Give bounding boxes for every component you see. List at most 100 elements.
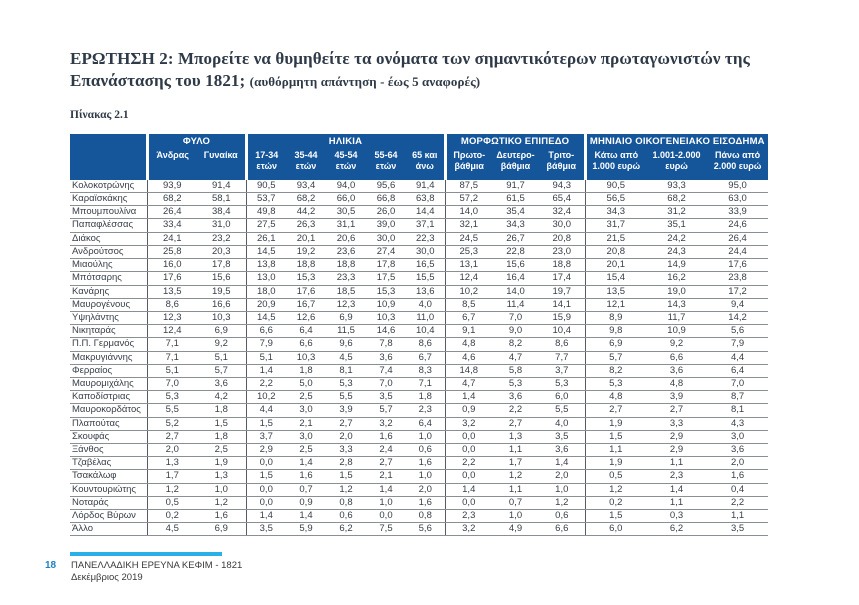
table-cell: 32,1 bbox=[444, 218, 492, 233]
column-header: Τριτο- βάθμια bbox=[539, 148, 586, 180]
table-row: Π.Π. Γερμανός 7,1 9,2 7,9 6,6 9,6 7,8 8,6 4,8 8,2… bbox=[70, 337, 769, 352]
table-cell: 3,9 bbox=[646, 390, 708, 405]
table-cell: 16,5 bbox=[406, 258, 445, 273]
row-name: Μαυροκορδάτος bbox=[70, 403, 147, 418]
table-cell: 8,7 bbox=[707, 390, 769, 405]
results-table: ΦΥΛΟ ΗΛΙΚΙΑ ΜΟΡΦΩΤΙΚΟ ΕΠΙΠΕΔΟ ΜΗΝΙΑΙΟ ΟΙΚΟΓ… bbox=[70, 133, 769, 537]
table-cell: 1,4 bbox=[245, 364, 286, 378]
row-name: Μακρυγιάννης bbox=[70, 351, 147, 365]
table-cell: 9,0 bbox=[492, 324, 539, 339]
table-cell: 1,8 bbox=[406, 390, 445, 405]
table-cell: 0,0 bbox=[444, 443, 492, 458]
row-name: Μιαούλης bbox=[70, 258, 147, 273]
table-cell: 3,6 bbox=[492, 390, 539, 405]
table-cell: 13,1 bbox=[444, 258, 492, 273]
column-header: Άνδρας bbox=[145, 148, 197, 180]
table-cell: 20,8 bbox=[539, 232, 586, 246]
table-cell: 9,1 bbox=[444, 324, 492, 339]
table-cell: 26,7 bbox=[492, 232, 539, 246]
table-cell: 1,4 bbox=[286, 509, 326, 524]
table-cell: 6,6 bbox=[245, 324, 286, 339]
table-cell: 15,3 bbox=[366, 285, 406, 299]
table-cell: 1,5 bbox=[245, 469, 286, 484]
table-cell: 7,7 bbox=[539, 351, 586, 365]
table-cell: 1,9 bbox=[197, 456, 246, 471]
table-cell: 31,2 bbox=[646, 205, 708, 220]
row-name: Μαυρογένους bbox=[70, 298, 147, 312]
table-cell: 7,5 bbox=[366, 522, 406, 537]
table-cell: 6,9 bbox=[197, 522, 246, 537]
table-cell: 6,6 bbox=[539, 522, 586, 537]
table-cell: 31,0 bbox=[197, 218, 246, 233]
table-cell: 95,0 bbox=[707, 179, 769, 194]
table-cell: 0,7 bbox=[286, 483, 326, 497]
table-cell: 5,0 bbox=[286, 377, 326, 392]
table-cell: 3,6 bbox=[707, 443, 769, 458]
table-cell: 2,7 bbox=[146, 430, 197, 444]
table-cell: 2,1 bbox=[366, 469, 406, 484]
table-cell: 91,4 bbox=[197, 179, 246, 194]
table-cell: 2,7 bbox=[366, 456, 406, 471]
table-cell: 10,9 bbox=[646, 324, 708, 339]
table-row: Μπουμπουλίνα 26,4 38,4 49,8 44,2 30,5 26,0 14,4… bbox=[70, 205, 769, 220]
table-cell: 7,1 bbox=[406, 377, 445, 392]
table-cell: 2,0 bbox=[707, 456, 769, 471]
table-cell: 14,2 bbox=[707, 311, 769, 326]
table-row: Λόρδος Βύρων 0,2 1,6 1,4 1,4 0,6 0,0 0,8 2,3 1,0 0… bbox=[70, 509, 769, 524]
table-cell: 5,5 bbox=[539, 403, 586, 418]
table-cell: 1,8 bbox=[286, 364, 326, 378]
table-cell: 4,7 bbox=[444, 377, 492, 392]
column-group-label: ΜΟΡΦΩΤΙΚΟ ΕΠΙΠΕΔΟ bbox=[443, 133, 586, 149]
table-cell: 91,7 bbox=[492, 179, 539, 194]
table-row: Μπότσαρης 17,6 15,6 13,0 15,3 23,3 17,5 15,5 12,… bbox=[70, 271, 769, 286]
table-cell: 8,6 bbox=[539, 337, 586, 352]
table-cell: 16,2 bbox=[646, 271, 708, 286]
table-cell: 5,7 bbox=[584, 351, 647, 365]
table-cell: 1,8 bbox=[197, 430, 246, 444]
table-cell: 5,3 bbox=[492, 377, 539, 392]
column-header: 45-54 ετών bbox=[326, 148, 366, 180]
table-cell: 93,9 bbox=[146, 179, 197, 194]
table-cell: 0,6 bbox=[326, 509, 366, 524]
table-cell: 0,3 bbox=[646, 509, 708, 524]
table-cell: 0,0 bbox=[444, 469, 492, 484]
table-cell: 1,5 bbox=[584, 509, 647, 524]
table-row: Καποδίστριας 5,3 4,2 10,2 2,5 5,5 3,5 1,8 1,4 3,6… bbox=[70, 390, 769, 405]
table-cell: 1,4 bbox=[646, 483, 708, 497]
table-cell: 7,0 bbox=[366, 377, 406, 392]
table-cell: 4,0 bbox=[406, 298, 445, 312]
column-header: 55-64 ετών bbox=[366, 148, 406, 180]
table-cell: 11,4 bbox=[492, 298, 539, 312]
table-cell: 32,4 bbox=[539, 205, 586, 220]
table-cell: 10,3 bbox=[286, 351, 326, 365]
table-cell: 20,1 bbox=[286, 232, 326, 246]
table-cell: 1,3 bbox=[197, 469, 246, 484]
table-cell: 6,6 bbox=[646, 351, 708, 365]
table-cell: 2,5 bbox=[286, 443, 326, 458]
table-cell: 1,5 bbox=[584, 430, 647, 444]
table-cell: 24,5 bbox=[444, 232, 492, 246]
footer-line1: ΠΑΝΕΛΛΑΔΙΚΗ ΕΡΕΥΝΑ ΚΕΦΙΜ - 1821 bbox=[71, 560, 243, 571]
table-cell: 3,2 bbox=[366, 417, 406, 431]
table-cell: 1,6 bbox=[286, 469, 326, 484]
table-cell: 14,0 bbox=[492, 285, 539, 299]
table-row: Ανδρούτσος 25,8 20,3 14,5 19,2 23,6 27,4 30,0 25… bbox=[70, 245, 769, 260]
table-cell: 95,6 bbox=[366, 179, 406, 194]
table-cell: 4,0 bbox=[539, 417, 586, 431]
table-cell: 22,8 bbox=[492, 245, 539, 260]
row-name: Κανάρης bbox=[70, 285, 147, 299]
table-cell: 24,6 bbox=[707, 218, 769, 233]
table-cell: 1,1 bbox=[646, 456, 708, 471]
table-cell: 1,3 bbox=[492, 430, 539, 444]
table-cell: 1,5 bbox=[197, 417, 246, 431]
table-cell: 10,3 bbox=[366, 311, 406, 326]
table-cell: 1,2 bbox=[146, 483, 197, 497]
table-cell: 11,5 bbox=[326, 324, 366, 339]
table-cell: 24,2 bbox=[646, 232, 708, 246]
table-row: Μαυροκορδάτος 5,5 1,8 4,4 3,0 3,9 5,7 2,3 0,9 2,2… bbox=[70, 403, 769, 418]
table-cell: 1,6 bbox=[197, 509, 246, 524]
table-cell: 2,5 bbox=[197, 443, 246, 458]
table-cell: 1,9 bbox=[584, 456, 647, 471]
table-cell: 16,6 bbox=[197, 298, 246, 312]
table-cell: 6,9 bbox=[326, 311, 366, 326]
